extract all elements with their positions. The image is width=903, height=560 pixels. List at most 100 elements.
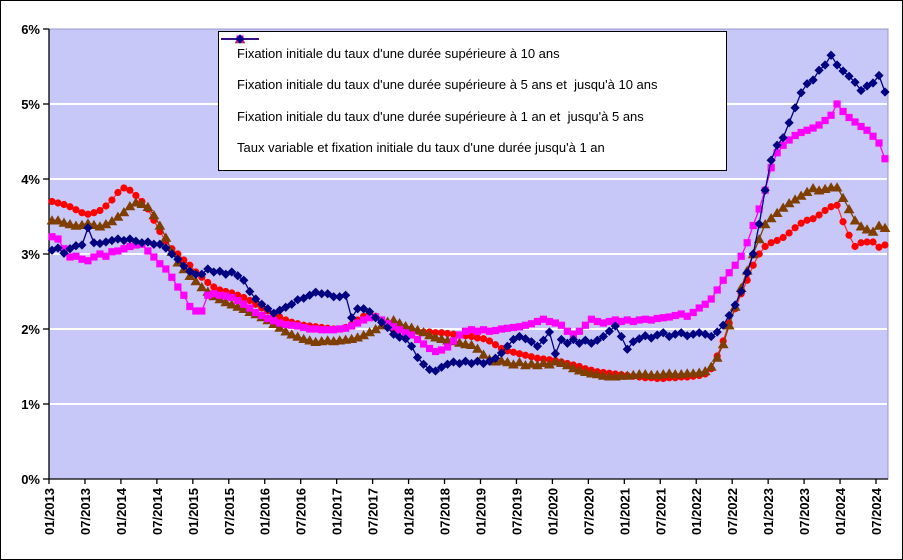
- circle-marker: [785, 229, 793, 237]
- triangle-marker: [879, 222, 891, 232]
- square-marker: [336, 325, 344, 333]
- x-tick-label: 01/2017: [330, 488, 345, 535]
- x-tick-label: 01/2023: [761, 488, 776, 535]
- square-marker: [342, 324, 350, 332]
- circle-marker: [66, 203, 74, 211]
- triangle-marker: [567, 363, 579, 373]
- diamond-marker: [604, 326, 614, 336]
- diamond-marker: [748, 249, 758, 259]
- triangle-marker: [723, 320, 735, 330]
- triangle-marker: [855, 221, 867, 231]
- square-marker: [557, 321, 565, 329]
- square-marker: [689, 308, 697, 317]
- circle-marker: [797, 219, 805, 227]
- square-marker: [593, 317, 601, 326]
- diamond-marker: [844, 71, 854, 81]
- diamond-marker: [778, 133, 788, 143]
- triangle-marker: [472, 343, 483, 353]
- legend-item-variable-1-an: Taux variable et fixation initiale du ta…: [221, 34, 722, 155]
- circle-marker: [821, 206, 829, 215]
- square-marker: [857, 122, 865, 131]
- triangle-marker: [82, 218, 94, 228]
- triangle-marker: [514, 357, 525, 367]
- triangle-marker: [717, 339, 729, 349]
- square-marker: [419, 340, 428, 348]
- diamond-marker: [59, 248, 69, 258]
- diamond-marker: [736, 286, 746, 297]
- square-marker: [839, 107, 847, 116]
- triangle-marker: [118, 207, 130, 217]
- circle-marker: [72, 206, 80, 214]
- square-marker: [791, 131, 799, 140]
- x-tick-label: 01/2020: [545, 488, 560, 535]
- square-marker: [72, 252, 80, 260]
- diamond-marker: [712, 327, 722, 337]
- square-marker: [491, 326, 500, 335]
- y-tick-label: 1%: [21, 397, 40, 412]
- triangle-marker: [843, 204, 855, 214]
- square-marker: [659, 314, 667, 322]
- triangle-marker: [831, 182, 843, 192]
- diamond-marker: [856, 85, 866, 96]
- triangle-marker: [232, 301, 244, 311]
- square-marker: [354, 319, 362, 327]
- square-marker: [461, 327, 470, 335]
- diamond-marker: [412, 352, 423, 363]
- diamond-marker: [874, 70, 884, 81]
- square-marker: [641, 315, 649, 323]
- circle-marker: [779, 233, 787, 242]
- triangle-marker: [298, 333, 310, 343]
- diamond-marker: [83, 223, 93, 233]
- circle-marker: [833, 201, 841, 209]
- square-marker: [629, 317, 637, 326]
- triangle-marker: [220, 297, 232, 307]
- square-marker: [318, 326, 326, 334]
- diamond-marker: [167, 249, 177, 259]
- legend-label: Fixation initiale du taux d'une durée su…: [237, 45, 560, 61]
- square-marker: [821, 116, 829, 125]
- square-marker: [677, 310, 685, 318]
- diamond-marker: [676, 328, 686, 338]
- circle-marker: [252, 300, 260, 308]
- square-marker: [162, 265, 170, 273]
- square-marker: [485, 327, 494, 335]
- square-marker: [282, 320, 290, 329]
- square-marker: [108, 248, 116, 256]
- square-marker: [360, 316, 368, 324]
- circle-marker: [276, 313, 284, 321]
- triangle-marker: [280, 326, 292, 336]
- triangle-marker: [579, 366, 591, 376]
- square-marker: [653, 314, 661, 323]
- square-marker: [210, 290, 218, 298]
- circle-marker: [527, 353, 536, 361]
- y-tick-label: 3%: [21, 247, 40, 262]
- diamond-marker: [880, 87, 890, 97]
- square-marker: [437, 346, 446, 354]
- triangle-marker: [795, 190, 807, 200]
- square-marker: [276, 319, 284, 327]
- square-marker: [509, 323, 518, 332]
- circle-marker: [96, 206, 104, 215]
- x-tick-label: 07/2024: [869, 487, 884, 535]
- square-marker: [731, 261, 739, 269]
- circle-marker: [509, 348, 518, 356]
- square-marker: [845, 113, 853, 122]
- triangle-marker: [100, 219, 112, 229]
- diamond-marker: [544, 327, 555, 337]
- diamond-marker: [406, 341, 417, 351]
- triangle-marker: [196, 282, 208, 292]
- triangle-marker: [190, 276, 202, 286]
- square-marker: [551, 319, 559, 327]
- square-marker: [348, 322, 356, 330]
- square-marker: [240, 300, 248, 308]
- diamond-marker: [868, 78, 878, 88]
- circle-marker: [126, 186, 134, 194]
- square-marker: [401, 329, 410, 337]
- diamond-marker: [508, 334, 519, 345]
- square-marker: [90, 253, 98, 261]
- square-marker: [575, 327, 583, 335]
- square-marker: [270, 317, 278, 325]
- diamond-marker: [784, 118, 794, 128]
- diamond-marker: [796, 88, 806, 98]
